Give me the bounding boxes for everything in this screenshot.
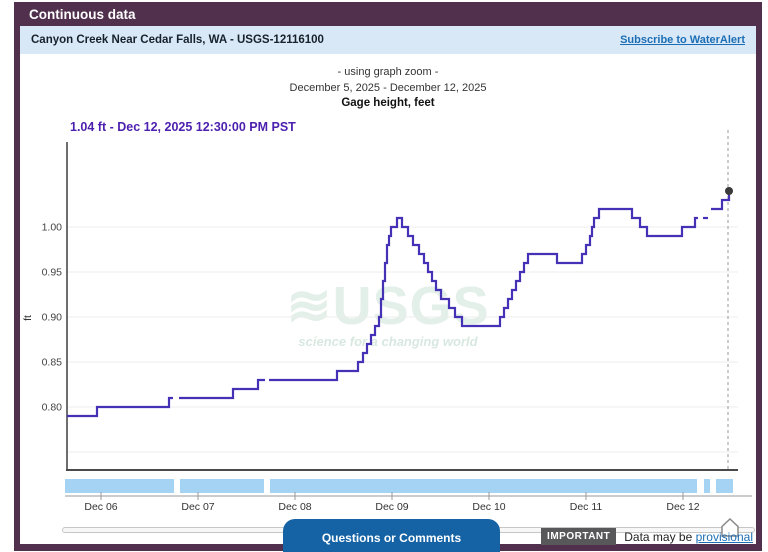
x-axis-tick-label: Dec 06	[84, 501, 117, 513]
usgs-watermark: ≋USGS science for a changing world	[20, 279, 756, 349]
graph-zoom-note: - using graph zoom -	[337, 66, 439, 78]
provisional-link[interactable]: provisional	[695, 529, 753, 544]
y-axis-tick-label: 0.85	[42, 357, 63, 369]
graph-header: - using graph zoom - December 5, 2025 - …	[20, 65, 756, 112]
y-axis-tick-label: 1.00	[42, 222, 63, 234]
subscribe-wateralert-link[interactable]: Subscribe to WaterAlert	[620, 34, 745, 46]
important-badge: IMPORTANT	[541, 528, 617, 545]
data-availability-segment[interactable]	[704, 479, 710, 493]
questions-comments-button[interactable]: Questions or Comments	[283, 519, 500, 552]
graph-parameter-title: Gage height, feet	[341, 97, 435, 109]
time-slider-handle[interactable]	[721, 518, 739, 537]
x-axis-tick-label: Dec 08	[278, 501, 311, 513]
x-axis-tick-label: Dec 07	[181, 501, 214, 513]
data-availability-segment[interactable]	[65, 479, 174, 493]
panel-header: Continuous data	[20, 2, 756, 26]
data-availability-segment[interactable]	[716, 479, 733, 493]
y-axis-tick-label: 0.95	[42, 267, 63, 279]
hydrograph-svg[interactable]: 1.00 0.95 0.90 0.85 0.80 ft Dec 06 Dec 07 Dec 08…	[20, 54, 756, 547]
y-axis-tick-label: 0.90	[42, 312, 63, 324]
current-value-readout: 1.04 ft - Dec 12, 2025 12:30:00 PM PST	[70, 120, 296, 134]
current-value-dot[interactable]	[725, 187, 733, 195]
usgs-logo-watermark: ≋USGS	[286, 276, 490, 336]
provisional-text: Data may be provisional	[624, 530, 753, 544]
x-axis-tick-label: Dec 10	[472, 501, 505, 513]
gage-height-line	[269, 207, 698, 382]
provisional-notice: IMPORTANT Data may be provisional	[541, 528, 753, 545]
gage-height-line	[179, 378, 265, 400]
x-axis-tick-label: Dec 11	[570, 501, 603, 513]
station-name: Canyon Creek Near Cedar Falls, WA - USGS…	[31, 34, 324, 46]
data-panel: Continuous data Canyon Creek Near Cedar …	[14, 2, 762, 551]
station-bar: Canyon Creek Near Cedar Falls, WA - USGS…	[20, 26, 756, 54]
chart-area: - using graph zoom - December 5, 2025 - …	[20, 54, 756, 547]
panel-title: Continuous data	[29, 6, 136, 22]
gage-height-line	[67, 396, 173, 418]
data-availability-segment[interactable]	[180, 479, 264, 493]
x-axis-tick-label: Dec 09	[375, 501, 408, 513]
slider-handle-shape[interactable]	[721, 518, 739, 537]
y-axis-tick-label: 0.80	[42, 402, 63, 414]
data-availability-segment[interactable]	[270, 479, 697, 493]
y-axis-unit-label: ft	[22, 315, 34, 321]
graph-date-range: December 5, 2025 - December 12, 2025	[289, 81, 487, 94]
usgs-tagline-watermark: science for a changing world	[298, 334, 478, 349]
x-axis-tick-label: Dec 12	[666, 501, 699, 513]
provisional-text-prefix: Data may be	[624, 529, 696, 544]
